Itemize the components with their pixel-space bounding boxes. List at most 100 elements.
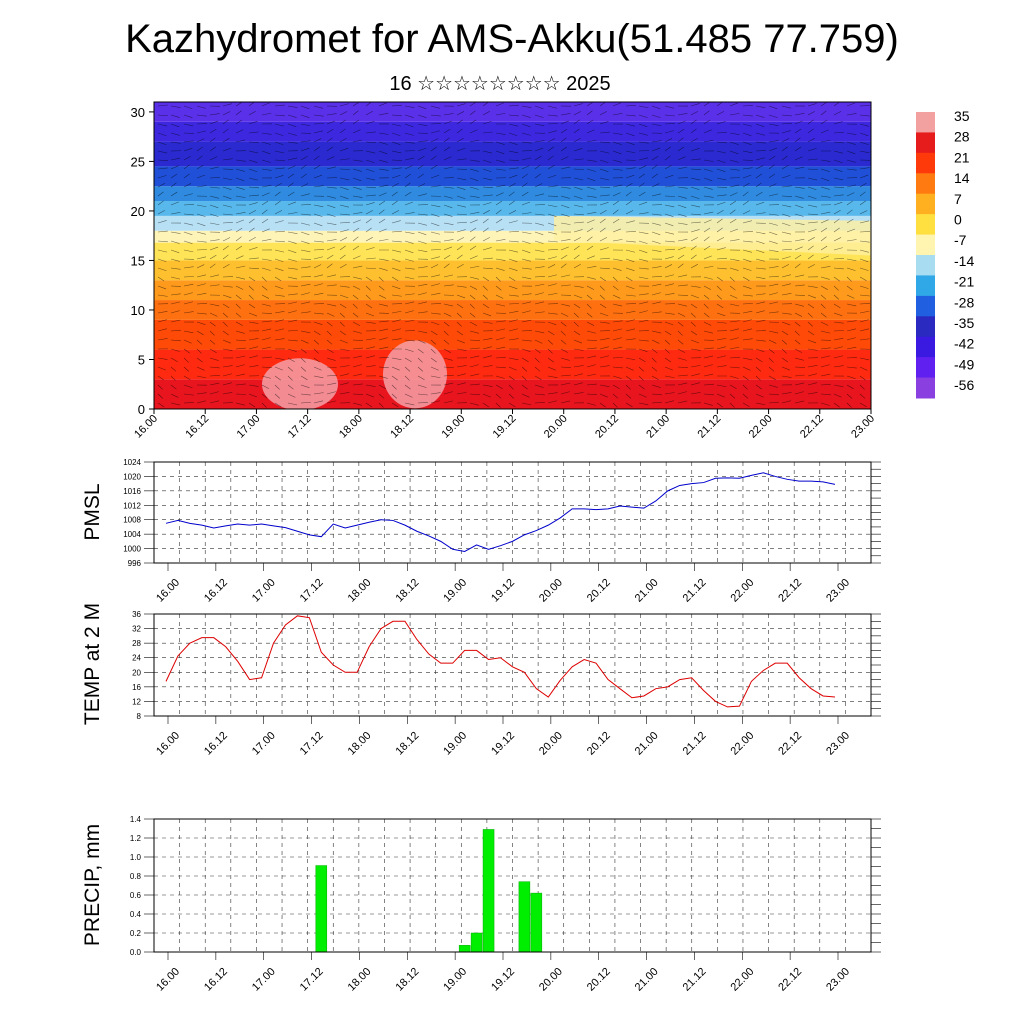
grid (154, 462, 871, 563)
precip-bar-0 (315, 865, 328, 953)
precip-bar-3 (482, 829, 495, 953)
x-tick-label: 19.00 (441, 730, 469, 758)
x-tick-label: 22.12 (776, 966, 804, 994)
x-tick-label: 17.12 (298, 966, 326, 994)
y-tick-label: 1008 (123, 516, 141, 525)
x-tick-label: 18.12 (393, 730, 421, 758)
colorbar-swatch (916, 357, 935, 379)
temp-2m-panel: 8 12 16 20 24 28 32 36 TEMP at 2 M 16.00 16.12 17.0… (81, 603, 881, 758)
precip-bar-5 (530, 892, 543, 953)
temperature-profile-panel: 0 5 10 15 20 25 30 16.00 16.12 17.00 17.12 18.00 18.… (131, 101, 877, 441)
x-tick-label: 18.00 (346, 966, 374, 994)
chart-title: Kazhydromet for AMS-Akku(51.485 77.759) (125, 17, 899, 61)
temp-band-13 (154, 121, 871, 142)
colorbar-label: -28 (954, 294, 974, 310)
x-tick-label: 23.00 (824, 730, 852, 758)
contour-fill (154, 102, 871, 409)
precip-panel: 0.0 0.2 0.4 0.6 0.8 1.0 1.2 1.4 PRECIP, mm 16.00 1… (81, 815, 881, 994)
x-tick-label: 22.00 (728, 966, 756, 994)
colorbar-label: 21 (954, 149, 970, 165)
x-tick-label: 16.00 (154, 577, 182, 605)
y-tick-label: 1020 (123, 472, 141, 481)
y-tick-label: 15 (131, 253, 145, 268)
y-tick-label: 0.0 (130, 948, 142, 957)
y-tick-label: 12 (132, 697, 141, 706)
y-tick-label: 10 (131, 303, 145, 318)
y-axis-label: TEMP at 2 M (81, 603, 104, 725)
y-tick-label: 20 (131, 204, 145, 219)
x-tick-label: 22.12 (798, 413, 826, 441)
colorbar-swatch (916, 275, 935, 297)
temp-band-12 (154, 141, 871, 167)
x-tick-label: 17.12 (298, 730, 326, 758)
x-tick-label: 16.00 (154, 966, 182, 994)
colorbar-swatch (916, 152, 935, 174)
colorbar-label: 35 (954, 108, 970, 124)
colorbar-label: -7 (954, 232, 967, 248)
warm-core-1 (383, 340, 447, 409)
colorbar-swatch (916, 295, 935, 317)
x-tick-label: 20.12 (593, 413, 621, 441)
x-tick-label: 18.12 (393, 966, 421, 994)
y-tick-label: 1000 (123, 545, 141, 554)
colorbar: 35 28 21 14 7 0 -7 -14 -21 -28 -35 -42 -49 -56 (916, 108, 974, 399)
y-tick-label: 28 (132, 639, 141, 648)
x-tick-label: 22.00 (747, 413, 775, 441)
x-tick-label: 21.12 (681, 966, 709, 994)
x-tick-label: 23.00 (849, 413, 877, 441)
y-tick-label: 996 (128, 559, 142, 568)
x-tick-label: 20.00 (537, 577, 565, 605)
y-tick-label: 0.6 (130, 891, 142, 900)
y-axis-label: PMSL (81, 483, 104, 540)
y-tick-label: 0.4 (130, 910, 142, 919)
temp-band-2 (154, 319, 871, 350)
x-tick-label: 18.12 (393, 577, 421, 605)
x-tick-label: 20.12 (585, 577, 613, 605)
precip-bar-1 (458, 945, 471, 953)
x-tick-label: 19.12 (489, 966, 517, 994)
temp-band-11 (154, 166, 871, 187)
x-tick-label: 23.00 (824, 577, 852, 605)
temp-band-3 (154, 300, 871, 320)
x-tick-label: 18.00 (346, 730, 374, 758)
y-axis-label: PRECIP, mm (81, 824, 104, 946)
colorbar-label: 28 (954, 129, 970, 145)
x-tick-label: 21.00 (633, 730, 661, 758)
x-tick-label: 18.12 (388, 413, 416, 441)
x-tick-label: 23.00 (824, 966, 852, 994)
x-tick-label: 21.00 (633, 577, 661, 605)
colorbar-swatch (916, 255, 935, 276)
colorbar-swatch (916, 316, 935, 338)
x-tick-label: 17.00 (250, 730, 278, 758)
x-tick-label: 20.00 (542, 413, 570, 441)
x-tick-label: 20.12 (585, 730, 613, 758)
colorbar-swatch (916, 234, 935, 256)
x-tick-label: 22.00 (728, 577, 756, 605)
temp-band-4 (154, 280, 871, 301)
temp-band-7 (154, 230, 871, 243)
x-tick-label: 19.00 (441, 577, 469, 605)
colorbar-label: -14 (954, 253, 974, 269)
y-tick-label: 0 (138, 402, 145, 417)
grid (154, 819, 871, 952)
x-tick-label: 19.12 (489, 730, 517, 758)
precip-bar-2 (470, 932, 483, 953)
pmsl-line (165, 472, 836, 552)
y-tick-label: 1012 (123, 501, 141, 510)
temp-band-1 (154, 349, 871, 380)
y-tick-label: 1.2 (130, 834, 142, 843)
y-tick-label: 32 (132, 625, 141, 634)
x-tick-label: 20.12 (585, 966, 613, 994)
temp-band-14 (154, 102, 871, 122)
temp-band-9 (154, 201, 871, 216)
x-tick-label: 21.00 (633, 966, 661, 994)
x-tick-label: 21.12 (696, 413, 724, 441)
y-tick-label: 8 (137, 712, 142, 721)
warm-core-0 (262, 358, 338, 409)
x-tick-label: 16.00 (154, 730, 182, 758)
x-tick-label: 22.12 (776, 730, 804, 758)
y-tick-label: 5 (138, 352, 145, 367)
x-tick-label: 17.00 (250, 577, 278, 605)
x-tick-label: 17.12 (298, 577, 326, 605)
